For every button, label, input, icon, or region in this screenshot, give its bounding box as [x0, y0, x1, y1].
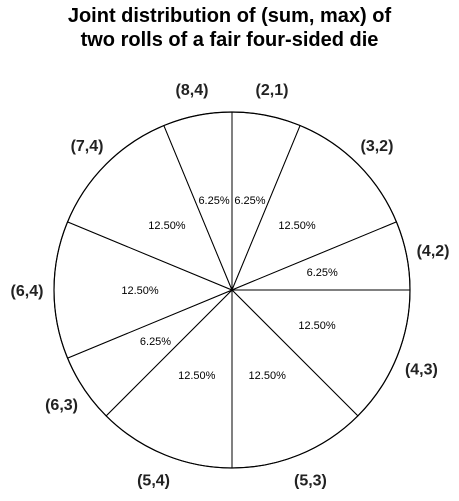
slice-category-label: (6,4)	[11, 283, 44, 300]
slice-percent-label: 12.50%	[249, 370, 287, 382]
slice-percent-label: 12.50%	[298, 320, 336, 332]
slice-percent-label: 12.50%	[278, 220, 316, 232]
slice-category-label: (2,1)	[256, 82, 289, 99]
slice-percent-label: 6.25%	[198, 195, 229, 207]
slice-percent-label: 12.50%	[121, 285, 159, 297]
slice-category-label: (3,2)	[361, 138, 394, 155]
chart-title-line2: two rolls of a fair four-sided die	[80, 29, 379, 51]
slice-percent-label: 6.25%	[140, 336, 171, 348]
slice-category-label: (4,3)	[405, 361, 438, 378]
slice-percent-label: 6.25%	[307, 267, 338, 279]
slice-percent-label: 12.50%	[178, 370, 216, 382]
slice-percent-label: 12.50%	[148, 220, 186, 232]
pie-outline	[53, 111, 411, 469]
pie-slices	[53, 111, 411, 469]
slice-category-label: (5,4)	[137, 472, 170, 489]
slice-category-label: (5,3)	[294, 472, 327, 489]
slice-category-label: (6,3)	[45, 397, 78, 414]
chart-title-line1: Joint distribution of (sum, max) of	[67, 5, 392, 27]
slice-category-label: (7,4)	[71, 138, 104, 155]
chart-title: Joint distribution of (sum, max) of two …	[0, 4, 459, 52]
slice-percent-label: 6.25%	[234, 195, 265, 207]
pie-labels: 6.25% (2,1) 12.50% (3,2) 6.25% (4,2) 12.50% (4,…	[11, 82, 450, 489]
slice-category-label: (4,2)	[417, 243, 450, 260]
slice-category-label: (8,4)	[176, 82, 209, 99]
